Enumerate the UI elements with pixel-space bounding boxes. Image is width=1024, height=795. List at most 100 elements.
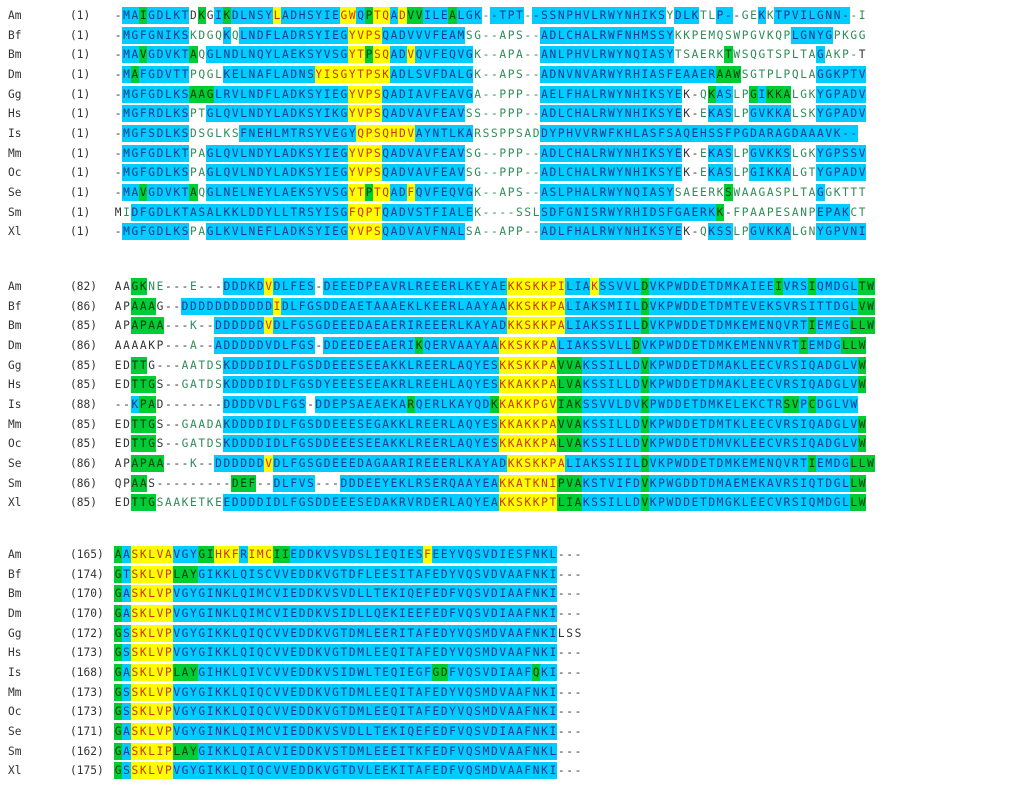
residue: -: [173, 299, 181, 313]
residue: S: [473, 742, 482, 760]
residue: D: [155, 85, 165, 103]
residue: -: [190, 476, 197, 490]
residue: A: [122, 742, 131, 760]
residue: L: [557, 183, 566, 201]
residue: S: [474, 107, 481, 121]
residue: D: [824, 415, 833, 433]
residue: V: [272, 604, 282, 622]
residue: G: [339, 164, 349, 182]
residue: N: [548, 46, 558, 64]
residue: A: [389, 223, 399, 241]
residue: D: [239, 415, 248, 433]
residue: M: [356, 703, 365, 721]
residue: F: [423, 762, 432, 780]
residue: K: [523, 336, 532, 354]
residue: H: [573, 164, 583, 182]
residue: K: [506, 454, 516, 472]
residue: A: [356, 395, 365, 413]
residue: T: [180, 144, 190, 162]
residue: G: [197, 644, 206, 662]
residue: K: [222, 356, 232, 374]
residue: G: [205, 144, 215, 162]
residue: W: [607, 144, 616, 162]
residue: V: [264, 317, 273, 335]
residue: Q: [222, 105, 232, 123]
residue: A: [649, 183, 658, 201]
residue: T: [373, 722, 382, 740]
residue: I: [205, 683, 215, 701]
residue: W: [866, 278, 875, 295]
residue: K: [223, 126, 231, 140]
residue: S: [306, 336, 315, 354]
residue: I: [281, 604, 290, 622]
residue: H: [632, 7, 641, 24]
residue: Y: [314, 26, 323, 44]
residue: N: [623, 7, 633, 24]
residue: S: [414, 65, 424, 83]
residue: G: [832, 415, 842, 433]
residue: T: [858, 185, 866, 199]
residue: V: [231, 144, 240, 162]
residue: S: [156, 378, 164, 392]
residue: A: [548, 356, 558, 374]
residue: D: [306, 683, 315, 701]
residue: Q: [448, 183, 457, 201]
residue: K: [222, 604, 232, 622]
residue: K: [715, 395, 725, 413]
residue: E: [389, 742, 399, 760]
residue: D: [256, 144, 265, 162]
residue: D: [239, 454, 248, 472]
residue: G: [197, 604, 206, 622]
residue: N: [623, 183, 633, 201]
residue: I: [406, 336, 415, 354]
residue: L: [356, 585, 365, 603]
residue: I: [247, 644, 257, 662]
residue: R: [707, 65, 716, 83]
residue: G: [816, 183, 825, 201]
start-position: (1): [70, 9, 91, 22]
residue: Q: [465, 722, 474, 740]
residue: G: [114, 683, 123, 701]
residue: E: [114, 378, 122, 392]
residue: A: [490, 336, 499, 354]
species-label: Oc: [8, 705, 22, 719]
residue: K: [540, 722, 549, 740]
residue: A: [198, 166, 206, 180]
residue: D: [490, 644, 499, 662]
residue: V: [406, 105, 415, 123]
residue: S: [306, 164, 315, 182]
residue: S: [524, 205, 532, 219]
residue: I: [398, 604, 407, 622]
residue: C: [565, 144, 574, 162]
residue: N: [214, 585, 223, 603]
residue: K: [716, 48, 724, 62]
residue: G: [858, 28, 866, 42]
residue: M: [122, 183, 131, 201]
residue: E: [440, 7, 449, 24]
residue: -: [524, 225, 532, 239]
residue: A: [147, 454, 156, 472]
residue: L: [733, 107, 741, 121]
residue: F: [231, 546, 240, 563]
residue: S: [590, 474, 599, 492]
residue: L: [733, 225, 741, 239]
residue: A: [557, 317, 566, 335]
residue: I: [398, 644, 407, 662]
residue: I: [398, 546, 407, 563]
residue: G: [147, 164, 156, 182]
residue: A: [139, 474, 148, 492]
residue: Q: [791, 67, 799, 81]
residue: A: [155, 317, 165, 335]
residue: R: [782, 494, 792, 512]
residue: V: [456, 604, 466, 622]
residue: E: [431, 604, 441, 622]
residue: F: [724, 124, 733, 142]
residue: K: [832, 65, 842, 83]
residue: Q: [239, 742, 248, 760]
residue: C: [766, 376, 775, 394]
residue: A: [155, 454, 165, 472]
residue: K: [766, 9, 774, 22]
residue: V: [749, 297, 758, 315]
residue: K: [222, 683, 232, 701]
